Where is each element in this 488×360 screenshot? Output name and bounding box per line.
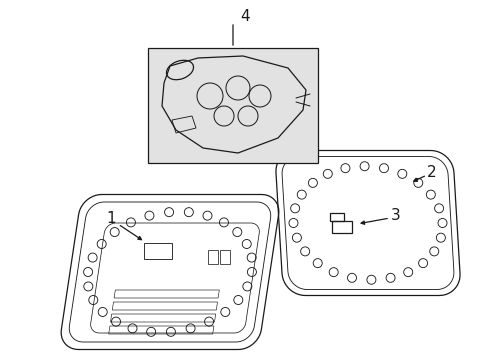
Text: 3: 3 [390,207,400,222]
Text: 2: 2 [427,165,436,180]
Bar [208,250,218,264]
Bar [220,250,230,264]
Bar [148,48,317,163]
Bar [144,243,172,259]
Text: 4: 4 [240,9,249,23]
Text: 1: 1 [106,211,116,225]
